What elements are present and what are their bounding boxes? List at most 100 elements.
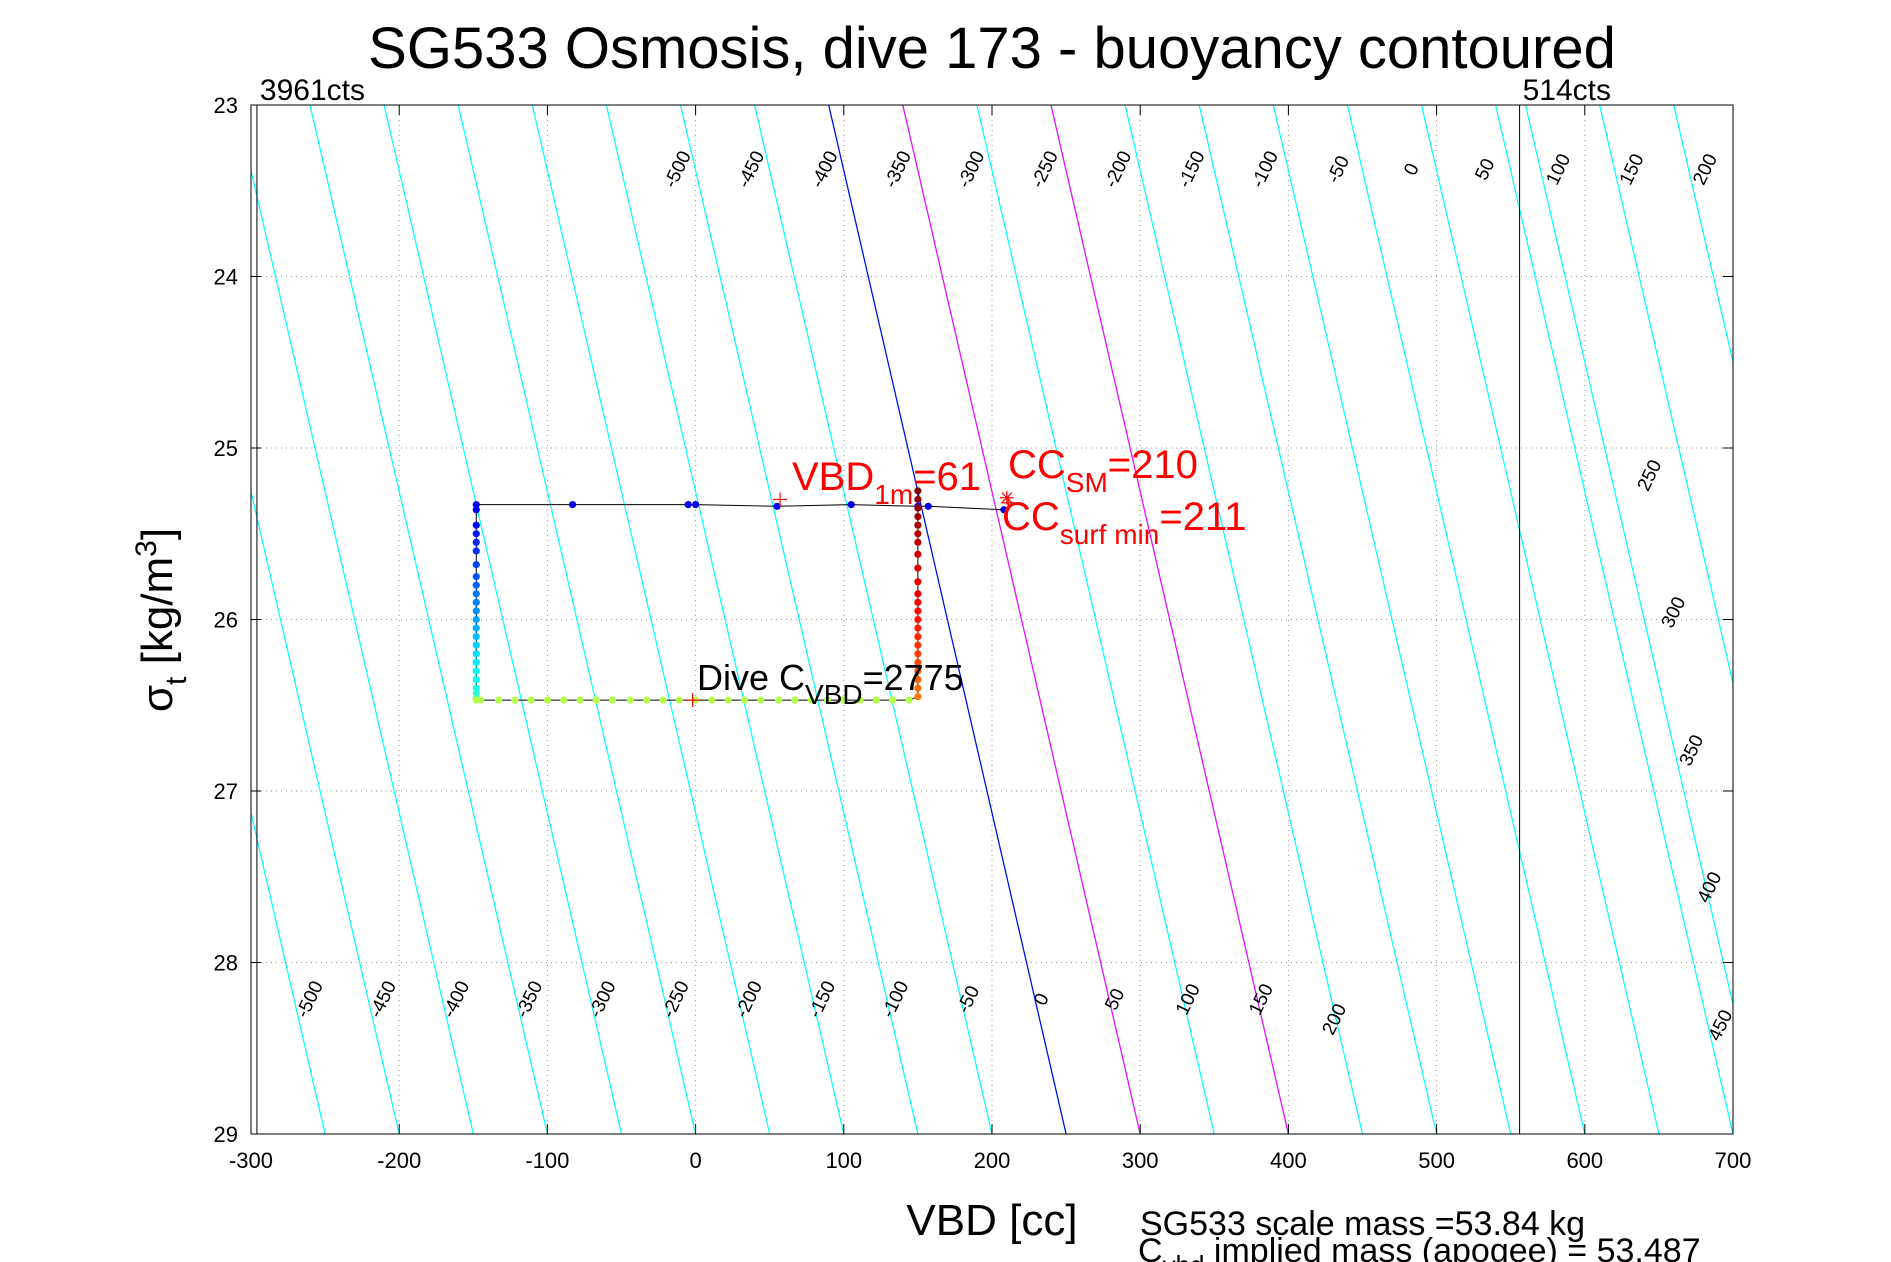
- trajectory-point: [675, 696, 683, 704]
- y-axis-title-rest: [kg/m: [133, 557, 182, 677]
- trajectory-point: [872, 696, 881, 704]
- footer-implied-mass-main: C: [1138, 1232, 1163, 1262]
- x-tick-label: 200: [974, 1148, 1011, 1173]
- x-axis-title: VBD [cc]: [906, 1196, 1077, 1245]
- trajectory-point: [914, 667, 922, 675]
- trajectory-point: [914, 504, 922, 512]
- trajectory-point: [472, 581, 480, 589]
- trajectory-point: [914, 633, 922, 641]
- y-axis-title-sup: 3: [130, 540, 163, 557]
- contour-line: [531, 105, 771, 1134]
- trajectory-point: [472, 624, 480, 632]
- y-tick-label: 27: [214, 779, 238, 804]
- trajectory-point: [914, 495, 922, 504]
- trajectory-point: [905, 696, 913, 704]
- annotation-dive-cvbd-main: Dive C: [697, 657, 805, 698]
- x-tick-label: -300: [229, 1148, 273, 1173]
- trajectory-point: [643, 696, 651, 704]
- y-tick-label: 24: [214, 265, 238, 290]
- y-axis-title-base: σ: [133, 685, 182, 712]
- x-tick-label: 600: [1566, 1148, 1603, 1173]
- contour-line: [679, 105, 919, 1134]
- trajectory-point: [472, 607, 480, 615]
- annotation-vbd-1m-main: VBD: [792, 455, 874, 499]
- y-tick-label: 28: [214, 951, 238, 976]
- trajectory-point: [914, 684, 922, 692]
- trajectory-point: [472, 561, 480, 569]
- trajectory-point: [889, 696, 897, 704]
- x-tick-label: 100: [825, 1148, 862, 1173]
- footer-implied-mass-sub: vbd: [1163, 1250, 1205, 1262]
- contour-line: [753, 105, 993, 1134]
- trajectory-point: [914, 658, 922, 666]
- trajectory-point: [472, 590, 480, 598]
- y-tick-label: 26: [214, 608, 238, 633]
- trajectory-point: [914, 521, 922, 529]
- limit-label: 3961cts: [260, 74, 365, 107]
- trajectory-point: [914, 590, 922, 598]
- contour-line: [1494, 105, 1733, 1134]
- contour-line: [1346, 105, 1586, 1134]
- trajectory-point: [472, 598, 480, 606]
- annotation-cc-sm: CCSM=210: [1008, 443, 1198, 498]
- trajectory-point: [774, 696, 783, 704]
- trajectory-point: [914, 693, 922, 701]
- trajectory-point: [472, 675, 480, 684]
- contour-line-zero: [828, 105, 1067, 1134]
- trajectory-point: [914, 513, 922, 521]
- contour-line: [251, 489, 400, 1134]
- trajectory-point: [527, 696, 535, 704]
- trajectory-point: [472, 547, 480, 555]
- annotation-cc-sm-sub: SM: [1066, 467, 1108, 498]
- trajectory-line: [475, 490, 1004, 701]
- y-axis-title: σt [kg/m3]: [130, 528, 193, 712]
- trajectory-point: [757, 696, 765, 704]
- trajectory-point: [472, 633, 480, 641]
- trajectory-point: [472, 641, 480, 649]
- trajectory-point: [472, 684, 480, 692]
- trajectory-point: [773, 502, 781, 510]
- annotation-markers: [685, 490, 1016, 708]
- contour-line: [605, 105, 845, 1134]
- annotation-dive-cvbd: Dive CVBD=2775: [697, 657, 964, 710]
- dive-trajectory: [472, 487, 1008, 704]
- trajectory-point: [914, 530, 922, 538]
- trajectory-point: [740, 696, 749, 704]
- annotation-dive-cvbd-sub: VBD: [805, 679, 863, 710]
- trajectory-point: [823, 696, 832, 704]
- x-tick-label: 700: [1715, 1148, 1752, 1173]
- annotation-vbd-1m-value: =61: [913, 455, 981, 499]
- y-axis-title-close: ]: [133, 528, 182, 540]
- marker-stroke: [1001, 492, 1013, 504]
- trajectory-point: [477, 696, 485, 704]
- trajectory-point: [708, 696, 716, 704]
- trajectory-point: [472, 615, 480, 624]
- trajectory-point: [494, 696, 503, 704]
- x-tick-label: -100: [525, 1148, 569, 1173]
- trajectory-point: [472, 500, 480, 509]
- y-tick-label: 25: [214, 436, 238, 461]
- contour-line: [1673, 105, 1733, 365]
- contour-line-magenta: [902, 105, 1141, 1134]
- footer-implied-mass: Cvbd implied mass (apogee) = 53.487: [1138, 1232, 1701, 1262]
- annotation-vbd-1m-sub: 1m: [874, 479, 913, 510]
- trajectory-point: [914, 624, 922, 632]
- trajectory-point: [807, 696, 815, 704]
- trajectory-point: [560, 696, 568, 704]
- contour-line-magenta: [1050, 105, 1289, 1134]
- trajectory-point: [543, 696, 552, 704]
- trajectory-point: [472, 506, 480, 514]
- contour-line: [1272, 105, 1512, 1134]
- trajectory-point: [576, 696, 584, 704]
- trajectory-point: [914, 675, 922, 684]
- footer-scale-mass: SG533 scale mass =53.84 kg: [1140, 1205, 1585, 1243]
- contour-line: [1599, 105, 1733, 686]
- trajectory-point: [472, 689, 480, 697]
- trajectory-point: [472, 667, 480, 675]
- contour-line: [251, 167, 474, 1134]
- grid: [251, 105, 1733, 1134]
- trajectory-point: [472, 521, 480, 529]
- trajectory-point: [847, 500, 855, 509]
- contour-line: [457, 105, 697, 1134]
- trajectory-point: [692, 500, 700, 509]
